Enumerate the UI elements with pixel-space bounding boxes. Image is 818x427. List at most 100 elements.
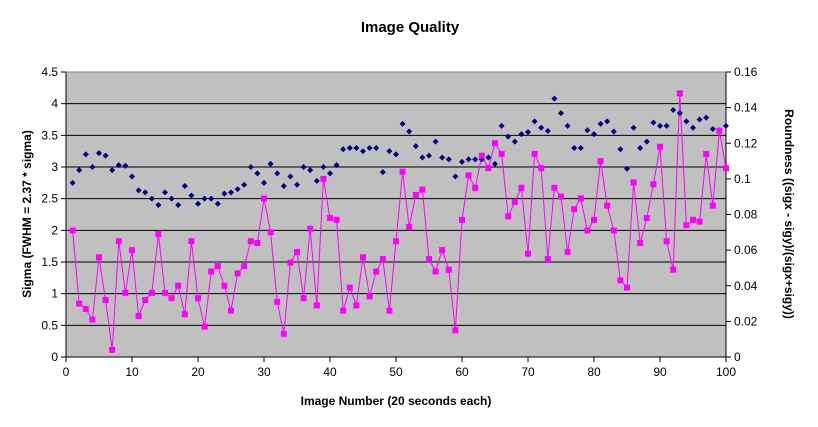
series-1-point-60: [465, 172, 472, 179]
series-0-point-90: [663, 122, 670, 129]
series-0-point-30: [267, 160, 274, 167]
y-tick-label-6: 3: [51, 160, 58, 174]
series-0-point-26: [241, 181, 248, 188]
y-tick-label-1: 0.5: [41, 318, 58, 332]
series-1-point-70: [531, 150, 538, 157]
series-0-point-14: [162, 189, 168, 196]
series-1-point-71: [538, 165, 545, 172]
series-1-point-66: [505, 213, 512, 220]
y-tick-label-3: 1.5: [41, 255, 58, 269]
plot-area: [66, 72, 726, 357]
series-0-point-52: [412, 143, 419, 150]
series-1-point-54: [426, 256, 432, 263]
series-0-point-45: [366, 145, 373, 151]
series-1-point-68: [518, 184, 525, 191]
series-0-point-17: [181, 183, 188, 189]
series-0-point-33: [287, 173, 294, 180]
y-axis-title: Sigma (FWHM = 2.37 * sigma): [20, 130, 34, 298]
series-1-point-3: [89, 316, 96, 323]
series-0-point-55: [432, 138, 439, 145]
series-0-point-42: [346, 145, 353, 151]
series-1-point-26: [241, 263, 248, 270]
series-1-point-23: [221, 282, 228, 289]
series-1-point-25: [234, 270, 241, 277]
series-1-point-9: [129, 247, 135, 254]
x-tick-label-4: 40: [323, 365, 337, 379]
x-tick-label-2: 20: [191, 365, 205, 379]
series-0-point-2: [82, 151, 89, 158]
series-1-point-82: [610, 227, 617, 234]
y-tick-label-4: 2: [51, 223, 58, 237]
series-0-point-0: [69, 179, 76, 186]
series-0-point-70: [531, 118, 538, 125]
series-0-point-74: [558, 110, 564, 117]
series-1-point-92: [676, 90, 683, 97]
series-0-point-12: [148, 195, 155, 202]
series-1-point-38: [320, 175, 327, 182]
series-1-point-32: [280, 330, 287, 337]
series-0-point-37: [313, 177, 320, 184]
series-0-point-61: [472, 156, 479, 163]
series-0-point-22: [214, 200, 221, 207]
series-1-point-37: [313, 302, 320, 309]
series-1-point-29: [261, 195, 267, 202]
series-0-point-96: [703, 114, 710, 121]
series-0-point-27: [247, 164, 254, 170]
series-1-point-58: [452, 327, 459, 334]
series-1-point-14: [162, 289, 168, 296]
series-0-point-25: [234, 186, 241, 193]
series-0-point-71: [538, 124, 545, 131]
series-0-point-49: [393, 151, 399, 158]
series-1-point-16: [175, 282, 182, 289]
series-0-point-93: [683, 118, 690, 125]
y2-axis-title: Roundness ((sigx - sigy)/(sigx+sigy)): [782, 109, 796, 319]
series-1-point-88: [650, 181, 657, 188]
series-1-point-73: [551, 184, 558, 191]
series-1-point-75: [564, 248, 571, 255]
series-1-point-28: [254, 240, 261, 246]
series-0-point-16: [175, 202, 182, 208]
x-tick-label-7: 70: [521, 365, 535, 379]
series-0-point-15: [168, 195, 175, 202]
series-1-point-22: [214, 263, 221, 270]
x-tick-label-1: 10: [125, 365, 139, 379]
y-tick-label-2: 1: [51, 287, 58, 301]
series-0-point-34: [294, 181, 300, 188]
series-1-point-79: [591, 216, 597, 223]
series-1-point-44: [360, 254, 366, 261]
series-1-point-55: [432, 268, 439, 275]
series-0-point-85: [630, 124, 637, 131]
y-tick-label-8: 4: [51, 97, 58, 111]
series-0-point-41: [340, 146, 347, 153]
series-1-point-41: [340, 307, 347, 314]
series-1-point-30: [267, 229, 274, 236]
y2-tick-label-1: 0.02: [734, 314, 758, 328]
series-1-point-59: [459, 216, 465, 223]
series-1-point-47: [379, 256, 386, 263]
series-0-point-53: [419, 154, 426, 161]
series-0-point-23: [221, 190, 228, 197]
series-0-point-86: [637, 145, 644, 151]
series-1-point-19: [195, 295, 201, 302]
series-1-point-80: [597, 158, 604, 165]
chart-title: Image Quality: [361, 19, 460, 36]
series-0-point-7: [115, 162, 122, 169]
series-1-point-62: [478, 152, 485, 159]
y-tick-label-5: 2.5: [41, 192, 58, 206]
series-0-point-87: [643, 138, 650, 145]
series-1-point-4: [96, 254, 102, 261]
series-0-point-40: [333, 162, 340, 169]
series-0-point-8: [122, 162, 129, 169]
series-0-point-60: [465, 156, 472, 163]
series-1-point-57: [445, 266, 452, 273]
series-0-point-9: [129, 173, 135, 180]
series-0-point-44: [360, 148, 366, 155]
series-0-point-21: [208, 195, 215, 202]
x-axis-title: Image Number (20 seconds each): [301, 394, 492, 408]
series-0-point-28: [254, 170, 261, 177]
series-0-point-29: [261, 179, 267, 186]
series-1-point-84: [624, 284, 630, 291]
y2-tick-label-8: 0.16: [734, 65, 758, 79]
series-1-point-5: [102, 297, 109, 303]
